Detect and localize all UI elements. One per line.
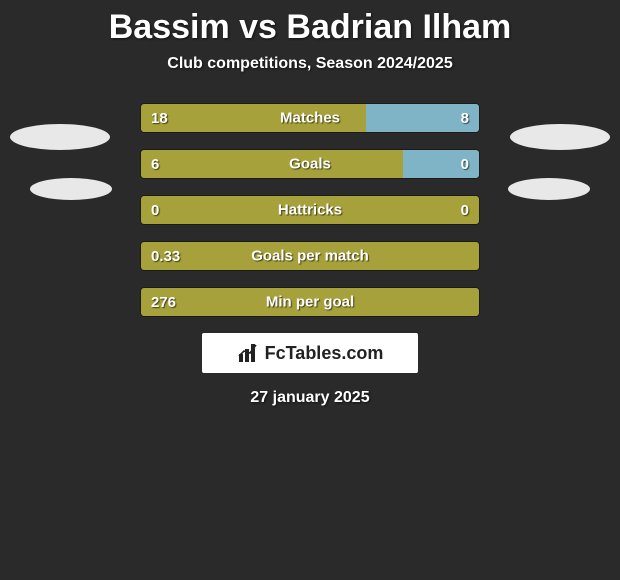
stat-row: 188Matches <box>140 103 480 133</box>
right-value: 8 <box>461 110 469 127</box>
subtitle: Club competitions, Season 2024/2025 <box>0 55 620 73</box>
chart-icon <box>237 342 259 364</box>
bar-left: 18 <box>141 104 366 132</box>
bar-left: 276 <box>141 288 469 316</box>
bar-right <box>469 288 479 316</box>
page-title: Bassim vs Badrian Ilham <box>0 0 620 47</box>
bar-right: 0 <box>403 150 479 178</box>
left-value: 6 <box>151 156 159 173</box>
right-value: 0 <box>461 156 469 173</box>
player-placeholder <box>10 124 110 150</box>
stat-row: 60Goals <box>140 149 480 179</box>
player-placeholder <box>510 124 610 150</box>
logo-text: FcTables.com <box>265 343 384 364</box>
stat-row: 276Min per goal <box>140 287 480 317</box>
left-value: 0.33 <box>151 248 180 265</box>
date-label: 27 january 2025 <box>0 389 620 407</box>
bar-left: 0.33 <box>141 242 469 270</box>
logo-box: FcTables.com <box>202 333 418 373</box>
left-value: 18 <box>151 110 168 127</box>
player-placeholder <box>508 178 590 200</box>
player-placeholder <box>30 178 112 200</box>
left-value: 276 <box>151 294 176 311</box>
bar-right: 0 <box>461 196 479 224</box>
right-value: 0 <box>461 202 469 219</box>
bar-left: 6 <box>141 150 403 178</box>
bar-left: 0 <box>141 196 461 224</box>
bar-right: 8 <box>366 104 479 132</box>
left-value: 0 <box>151 202 159 219</box>
bar-right <box>469 242 479 270</box>
stat-row: 0.33Goals per match <box>140 241 480 271</box>
stat-row: 00Hattricks <box>140 195 480 225</box>
